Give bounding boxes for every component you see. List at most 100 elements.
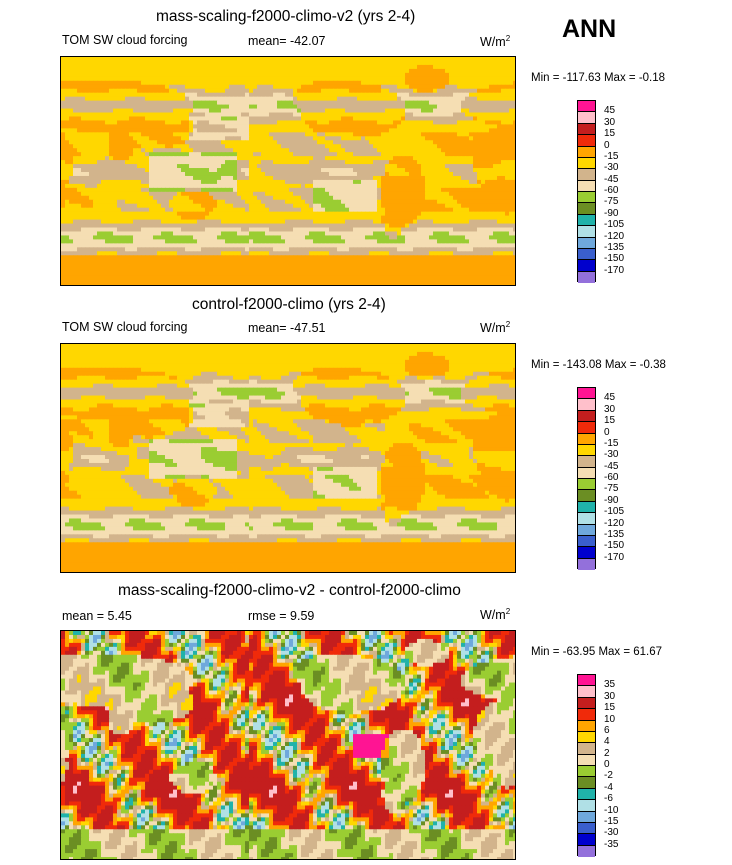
colorbar-swatch	[578, 467, 595, 479]
panel3-title: mass-scaling-f2000-climo-v2 - control-f2…	[118, 582, 461, 599]
colorbar-tick-label: -15	[604, 150, 619, 162]
panel1-minmax: Min = -117.63 Max = -0.18	[531, 72, 666, 84]
colorbar-swatch	[578, 399, 595, 411]
colorbar-tick-label: 30	[604, 403, 616, 415]
colorbar-tick-label: -2	[604, 770, 613, 782]
colorbar-tick-label: 0	[604, 139, 610, 151]
panel3-mean: mean = 5.45	[62, 609, 132, 623]
colorbar-tick-label: 6	[604, 724, 610, 736]
colorbar-tick-label: 15	[604, 702, 616, 714]
colorbar-swatch	[578, 260, 595, 272]
panel2-units: W/m2	[480, 320, 511, 336]
colorbar-tick-label: -60	[604, 472, 619, 483]
panel2-map	[60, 343, 516, 573]
colorbar-tick-label: -170	[604, 264, 625, 276]
colorbar-swatch	[578, 777, 595, 789]
colorbar-tick-label: 45	[604, 105, 616, 117]
colorbar-tick-label: -45	[604, 460, 619, 472]
panel1-mean: mean= -42.07	[248, 34, 326, 48]
colorbar-swatch	[578, 675, 595, 687]
colorbar-tick-label: 4	[604, 736, 610, 748]
colorbar-tick-label: -30	[604, 449, 619, 461]
colorbar-tick-label: 30	[604, 690, 616, 702]
colorbar-tick-label: -150	[604, 253, 625, 265]
colorbar-tick-label: -90	[604, 494, 619, 506]
panel2-minmax: Min = -143.08 Max = -0.38	[531, 359, 666, 371]
panel2-mean: mean= -47.51	[248, 321, 326, 335]
panel2-colorbar	[577, 387, 596, 570]
colorbar-tick-label: -135	[604, 528, 625, 540]
panel3-map	[60, 630, 516, 860]
colorbar-tick-label: -170	[604, 551, 625, 563]
colorbar-swatch	[578, 444, 595, 457]
colorbar-tick-label: -105	[604, 219, 625, 231]
colorbar-swatch	[578, 535, 595, 548]
colorbar-swatch	[578, 754, 595, 766]
panel1-colorbar	[577, 100, 596, 283]
panel1-title: mass-scaling-f2000-climo-v2 (yrs 2-4)	[156, 8, 416, 25]
colorbar-swatch	[578, 271, 595, 283]
colorbar-tick-label: -6	[604, 793, 613, 805]
colorbar-tick-label: 0	[604, 759, 610, 770]
colorbar-tick-label: -30	[604, 827, 619, 839]
colorbar-tick-label: -35	[604, 838, 619, 850]
colorbar-swatch	[578, 800, 595, 812]
colorbar-swatch	[578, 479, 595, 491]
colorbar-swatch	[578, 123, 595, 136]
colorbar-swatch	[578, 513, 595, 525]
colorbar-swatch	[578, 226, 595, 238]
colorbar-swatch	[578, 501, 595, 514]
colorbar-tick-label: -120	[604, 230, 625, 242]
colorbar-swatch	[578, 845, 595, 857]
colorbar-tick-label: -45	[604, 173, 619, 185]
panel1-units: W/m2	[480, 34, 511, 50]
colorbar-tick-label: -90	[604, 207, 619, 219]
colorbar-tick-label: -15	[604, 437, 619, 449]
colorbar-tick-label: -30	[604, 162, 619, 174]
colorbar-swatch	[578, 169, 595, 181]
colorbar-swatch	[578, 731, 595, 744]
colorbar-swatch	[578, 456, 595, 468]
panel2-variable-label: TOM SW cloud forcing	[62, 320, 188, 334]
colorbar-swatch	[578, 822, 595, 835]
colorbar-tick-label: -135	[604, 241, 625, 253]
panel3-rmse: rmse = 9.59	[248, 609, 315, 623]
colorbar-swatch	[578, 743, 595, 755]
colorbar-swatch	[578, 490, 595, 502]
colorbar-swatch	[578, 524, 595, 536]
colorbar-tick-label: 30	[604, 116, 616, 128]
colorbar-tick-label: 10	[604, 713, 616, 725]
colorbar-swatch	[578, 112, 595, 124]
panel3-colorbar	[577, 674, 596, 857]
colorbar-swatch	[578, 237, 595, 249]
colorbar-swatch	[578, 146, 595, 158]
colorbar-tick-label: -10	[604, 804, 619, 816]
panel3-minmax: Min = -63.95 Max = 61.67	[531, 646, 663, 658]
colorbar-tick-label: -15	[604, 815, 619, 827]
colorbar-tick-label: -150	[604, 540, 625, 552]
colorbar-swatch	[578, 192, 595, 204]
colorbar-swatch	[578, 422, 595, 434]
colorbar-tick-label: 35	[604, 679, 616, 691]
colorbar-swatch	[578, 766, 595, 778]
colorbar-swatch	[578, 433, 595, 445]
colorbar-swatch	[578, 811, 595, 823]
colorbar-swatch	[578, 101, 595, 113]
colorbar-tick-label: 45	[604, 392, 616, 404]
colorbar-swatch	[578, 834, 595, 846]
colorbar-swatch	[578, 558, 595, 570]
colorbar-swatch	[578, 180, 595, 192]
colorbar-swatch	[578, 686, 595, 698]
colorbar-swatch	[578, 709, 595, 721]
colorbar-tick-label: -105	[604, 506, 625, 518]
panel1-map	[60, 56, 516, 286]
colorbar-tick-label: -60	[604, 185, 619, 196]
panel2-title: control-f2000-climo (yrs 2-4)	[192, 296, 386, 313]
colorbar-tick-label: -75	[604, 483, 619, 495]
colorbar-swatch	[578, 720, 595, 732]
colorbar-tick-label: -4	[604, 781, 613, 793]
colorbar-tick-label: -120	[604, 517, 625, 529]
panel1-variable-label: TOM SW cloud forcing	[62, 33, 188, 47]
colorbar-tick-label: 15	[604, 415, 616, 427]
colorbar-swatch	[578, 203, 595, 215]
